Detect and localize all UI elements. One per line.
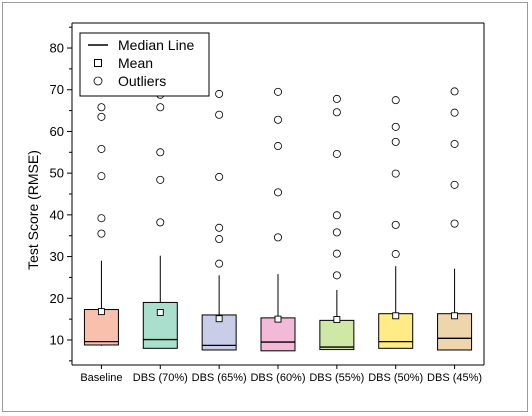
outlier-point xyxy=(391,220,400,229)
outlier-point xyxy=(156,148,165,157)
outlier-point xyxy=(273,142,282,151)
outlier-point xyxy=(215,172,224,181)
outlier-point xyxy=(273,115,282,124)
x-tick-label: DBS (60%) xyxy=(250,372,305,384)
outlier-point xyxy=(391,122,400,131)
x-tick-label: DBS (70%) xyxy=(133,372,188,384)
outlier-legend-icon xyxy=(93,76,103,86)
outlier-point xyxy=(273,87,282,96)
y-tick-label: 60 xyxy=(50,124,64,139)
outlier-point xyxy=(215,89,224,98)
outlier-point xyxy=(156,103,165,112)
outlier-point xyxy=(215,110,224,119)
outlier-point xyxy=(332,249,341,258)
y-tick-label: 50 xyxy=(50,166,64,181)
outlier-point xyxy=(332,271,341,280)
legend: Median Line Mean Outliers xyxy=(79,32,210,97)
x-tick-label: DBS (65%) xyxy=(192,372,247,384)
outlier-point xyxy=(450,219,459,228)
y-tick-label: 20 xyxy=(50,291,64,306)
outlier-point xyxy=(450,87,459,96)
outlier-point xyxy=(97,112,106,121)
legend-label-outliers: Outliers xyxy=(118,73,166,89)
outlier-point xyxy=(332,94,341,103)
outlier-point xyxy=(97,172,106,181)
outlier-point xyxy=(97,144,106,153)
x-tick-label: Baseline xyxy=(80,372,122,384)
box-0 xyxy=(83,309,119,346)
x-tick-label: DBS (45%) xyxy=(427,372,482,384)
outlier-point xyxy=(450,108,459,117)
box-6 xyxy=(437,313,473,351)
mean-marker xyxy=(156,308,164,316)
mean-marker xyxy=(451,312,459,320)
mean-legend-icon xyxy=(94,59,102,67)
x-tick-label: DBS (55%) xyxy=(309,372,364,384)
y-tick-label: 40 xyxy=(50,207,64,222)
outlier-point xyxy=(215,259,224,268)
outlier-point xyxy=(332,211,341,220)
outlier-point xyxy=(97,229,106,238)
outlier-point xyxy=(332,228,341,237)
box-3 xyxy=(260,317,296,352)
y-tick-label: 30 xyxy=(50,249,64,264)
outlier-point xyxy=(332,108,341,117)
x-tick-label: DBS (50%) xyxy=(368,372,423,384)
outlier-point xyxy=(215,235,224,244)
outlier-point xyxy=(273,188,282,197)
mean-marker xyxy=(333,316,341,323)
outlier-point xyxy=(450,139,459,148)
y-tick-label: 70 xyxy=(50,82,64,97)
outlier-point xyxy=(391,137,400,146)
outlier-point xyxy=(450,180,459,189)
outlier-point xyxy=(332,149,341,158)
outlier-point xyxy=(156,218,165,227)
mean-marker xyxy=(274,315,282,323)
y-tick-label: 80 xyxy=(50,41,64,56)
box-4 xyxy=(319,319,355,351)
y-tick-label: 10 xyxy=(50,332,64,347)
mean-marker xyxy=(97,308,105,316)
legend-label-median: Median Line xyxy=(118,37,194,53)
outlier-point xyxy=(391,96,400,105)
mean-marker xyxy=(215,315,223,323)
outlier-point xyxy=(156,175,165,184)
mean-marker xyxy=(392,312,400,320)
legend-label-mean: Mean xyxy=(118,55,153,71)
outlier-point xyxy=(97,103,106,112)
outlier-point xyxy=(97,214,106,223)
y-axis-title: Test Score (RMSE) xyxy=(25,150,41,270)
outlier-point xyxy=(215,223,224,232)
outlier-point xyxy=(391,250,400,259)
outlier-point xyxy=(391,169,400,178)
box-5 xyxy=(378,313,414,349)
outlier-point xyxy=(273,233,282,242)
